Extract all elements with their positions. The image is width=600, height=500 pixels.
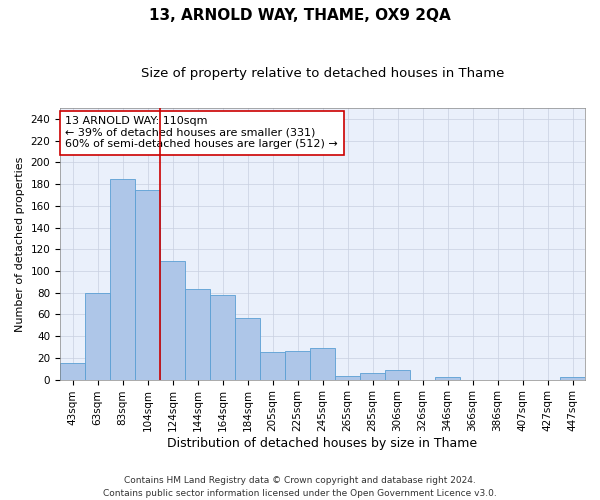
Bar xyxy=(285,352,310,380)
Bar xyxy=(60,364,85,380)
Bar xyxy=(185,290,210,380)
Text: Contains HM Land Registry data © Crown copyright and database right 2024.
Contai: Contains HM Land Registry data © Crown c… xyxy=(103,476,497,498)
Bar xyxy=(310,348,335,380)
Bar xyxy=(210,295,235,380)
Text: 13, ARNOLD WAY, THAME, OX9 2QA: 13, ARNOLD WAY, THAME, OX9 2QA xyxy=(149,8,451,22)
Title: Size of property relative to detached houses in Thame: Size of property relative to detached ho… xyxy=(141,68,504,80)
Bar xyxy=(110,178,135,380)
Bar xyxy=(85,292,110,380)
Bar xyxy=(435,378,460,380)
Bar xyxy=(260,352,285,380)
Bar xyxy=(335,376,360,380)
Text: 13 ARNOLD WAY: 110sqm
← 39% of detached houses are smaller (331)
60% of semi-det: 13 ARNOLD WAY: 110sqm ← 39% of detached … xyxy=(65,116,338,150)
Y-axis label: Number of detached properties: Number of detached properties xyxy=(15,156,25,332)
Bar xyxy=(385,370,410,380)
X-axis label: Distribution of detached houses by size in Thame: Distribution of detached houses by size … xyxy=(167,437,478,450)
Bar xyxy=(360,373,385,380)
Bar xyxy=(135,190,160,380)
Bar xyxy=(160,261,185,380)
Bar xyxy=(235,318,260,380)
Bar xyxy=(560,378,585,380)
